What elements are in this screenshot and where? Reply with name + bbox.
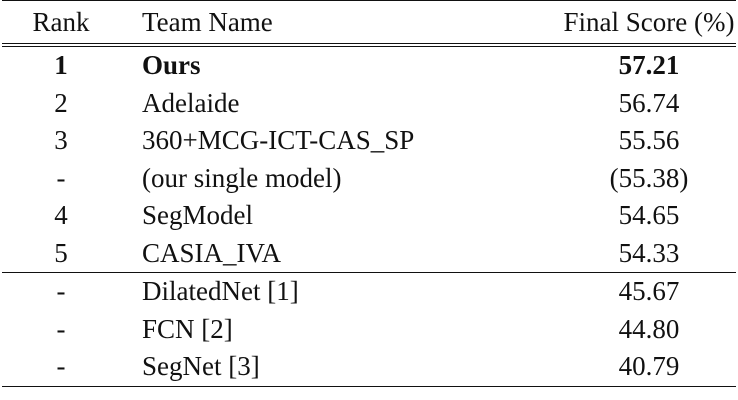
team-name-cell: CASIA_IVA: [120, 234, 522, 273]
rank-cell: 1: [54, 50, 68, 81]
team-name-cell: 360+MCG-ICT-CAS_SP: [142, 125, 415, 156]
table-row: 5 CASIA_IVA 54.33: [2, 234, 736, 273]
team-name-cell: DilatedNet [1]: [142, 276, 299, 307]
team-name-cell: FCN [2]: [142, 313, 233, 344]
table-row: - (our single model) (55.38): [2, 160, 736, 198]
results-table: Rank Team Name Final Score (%) 1 Ours 57…: [2, 0, 736, 387]
rank-cell: -: [56, 313, 66, 344]
table-row: 4 SegModel 54.65: [2, 197, 736, 235]
team-name-cell: SegModel: [142, 200, 253, 231]
rank-cell: 5: [2, 234, 120, 273]
score-cell: 54.33: [522, 234, 736, 273]
header-team-name: Team Name: [120, 0, 522, 47]
score-cell: 57.21: [618, 50, 680, 81]
rank-cell: 3: [54, 125, 68, 156]
table-row: 2 Adelaide 56.74: [2, 85, 736, 123]
team-name-cell: Adelaide: [142, 87, 240, 118]
rank-cell: 2: [54, 87, 68, 118]
score-cell: 56.74: [618, 87, 680, 118]
table-row: - FCN [2] 44.80: [2, 311, 736, 349]
rank-cell: -: [2, 348, 120, 387]
table-row: - DilatedNet [1] 45.67: [2, 273, 736, 311]
rank-cell: -: [56, 276, 66, 307]
header-rank: Rank: [2, 0, 120, 47]
score-cell: 45.67: [618, 276, 680, 307]
team-name-cell: SegNet [3]: [120, 348, 522, 387]
rank-cell: -: [56, 162, 66, 193]
table-body: 1 Ours 57.21 2 Adelaide 56.74 3 360+MCG-…: [2, 45, 736, 387]
score-cell: 55.56: [618, 125, 680, 156]
score-cell: (55.38): [609, 162, 689, 193]
table-header: Rank Team Name Final Score (%): [2, 0, 736, 47]
score-cell: 40.79: [522, 348, 736, 387]
team-name-cell: Ours: [142, 50, 201, 81]
table-row: - SegNet [3] 40.79: [2, 348, 736, 387]
table-row: 1 Ours 57.21: [2, 45, 736, 85]
header-final-score: Final Score (%): [522, 0, 736, 47]
score-cell: 54.65: [618, 200, 680, 231]
table-row: 3 360+MCG-ICT-CAS_SP 55.56: [2, 122, 736, 160]
score-cell: 44.80: [618, 313, 680, 344]
team-name-cell: (our single model): [142, 162, 342, 193]
header-row: Rank Team Name Final Score (%): [2, 0, 736, 47]
rank-cell: 4: [54, 200, 68, 231]
